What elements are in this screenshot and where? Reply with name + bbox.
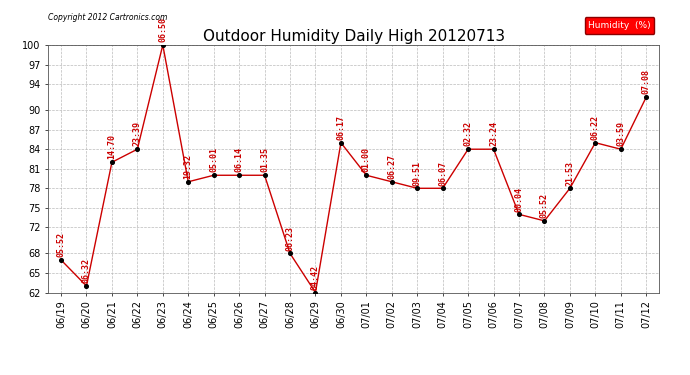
Text: 01:35: 01:35	[260, 147, 269, 172]
Text: 06:27: 06:27	[387, 154, 396, 179]
Point	[208, 172, 219, 178]
Text: 06:22: 06:22	[591, 115, 600, 140]
Text: 21:53: 21:53	[565, 160, 574, 186]
Point	[539, 218, 550, 224]
Point	[386, 179, 397, 185]
Point	[412, 185, 423, 191]
Text: Copyright 2012 Cartronics.com: Copyright 2012 Cartronics.com	[48, 13, 168, 22]
Text: 06:07: 06:07	[438, 160, 447, 186]
Point	[284, 251, 295, 257]
Text: 04:42: 04:42	[311, 265, 320, 290]
Point	[641, 94, 652, 100]
Text: 05:01: 05:01	[209, 147, 218, 172]
Point	[132, 146, 143, 152]
Text: 03:59: 03:59	[616, 122, 625, 146]
Text: 07:08: 07:08	[642, 69, 651, 94]
Point	[437, 185, 448, 191]
Text: 06:50: 06:50	[158, 17, 167, 42]
Text: 06:23: 06:23	[286, 226, 295, 251]
Legend: Humidity  (%): Humidity (%)	[584, 17, 654, 33]
Point	[310, 290, 321, 296]
Text: 05:52: 05:52	[57, 232, 66, 257]
Point	[183, 179, 194, 185]
Point	[335, 140, 346, 146]
Point	[513, 211, 524, 217]
Point	[81, 283, 92, 289]
Text: 05:52: 05:52	[540, 193, 549, 218]
Point	[590, 140, 601, 146]
Point	[157, 42, 168, 48]
Title: Outdoor Humidity Daily High 20120713: Outdoor Humidity Daily High 20120713	[203, 29, 504, 44]
Point	[488, 146, 499, 152]
Text: 23:24: 23:24	[489, 122, 498, 146]
Text: 14:70: 14:70	[108, 135, 117, 159]
Point	[615, 146, 627, 152]
Point	[234, 172, 245, 178]
Point	[361, 172, 372, 178]
Point	[55, 257, 66, 263]
Text: 02:32: 02:32	[464, 122, 473, 146]
Point	[259, 172, 270, 178]
Point	[462, 146, 473, 152]
Text: 06:17: 06:17	[337, 115, 346, 140]
Text: 06:14: 06:14	[235, 147, 244, 172]
Point	[564, 185, 575, 191]
Text: 06:32: 06:32	[82, 258, 91, 283]
Text: 01:00: 01:00	[362, 147, 371, 172]
Text: 19:32: 19:32	[184, 154, 193, 179]
Text: 00:04: 00:04	[515, 187, 524, 211]
Text: 23:39: 23:39	[133, 122, 142, 146]
Text: 09:51: 09:51	[413, 160, 422, 186]
Point	[106, 159, 117, 165]
